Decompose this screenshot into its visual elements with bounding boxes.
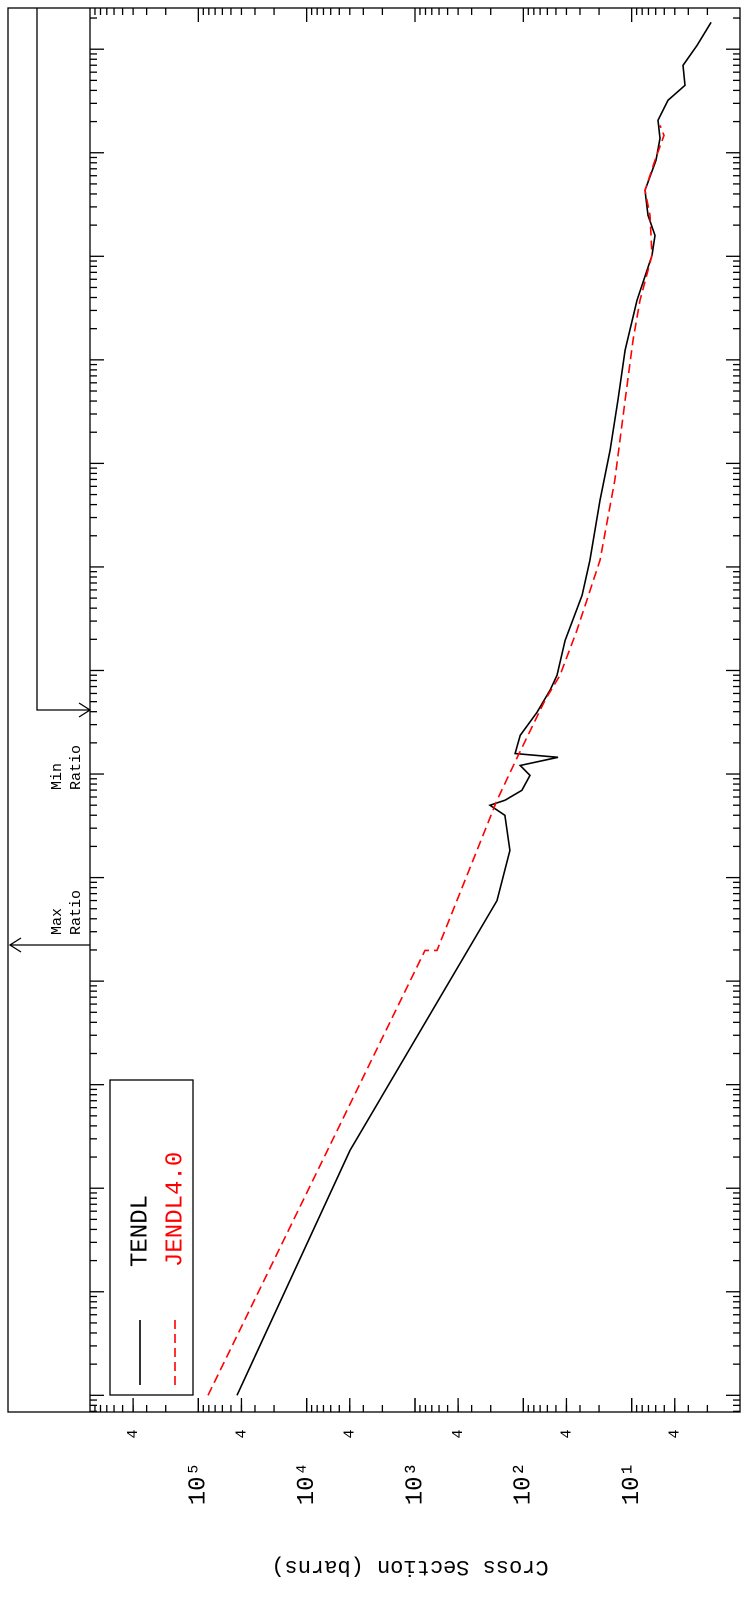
max-ratio-arrowhead: [8, 937, 22, 953]
series-line: [207, 125, 665, 1396]
y-tick-label: 4: [342, 1429, 359, 1438]
annotation: Ratio: [68, 890, 85, 935]
legend-label: TENDL: [127, 1195, 154, 1267]
legend-label: JENDL4.0: [162, 1152, 189, 1267]
rotated-plot: Cross Section (barns) Max Ratio Min Rati…: [7, 7, 741, 1579]
annotation: Ratio: [68, 745, 85, 790]
series-line: [236, 21, 712, 1396]
y-tick-label: 4: [667, 1429, 684, 1438]
annotation: Min: [49, 763, 66, 790]
y-tick-label: 4: [558, 1429, 575, 1438]
legend-box: [109, 1079, 194, 1396]
min-ratio-arrow: [36, 8, 90, 711]
min-ratio-arrowhead: [78, 702, 92, 718]
y-tick-label: 4: [125, 1429, 142, 1438]
y-tick-label: 10⁴: [294, 1462, 321, 1505]
y-tick-label: 10³: [402, 1462, 429, 1505]
y-tick-label: 10¹: [619, 1462, 646, 1505]
frame: [7, 7, 741, 1413]
y-tick-label: 10²: [511, 1462, 538, 1505]
y-axis-label: Cross Section (barns): [271, 1554, 548, 1579]
annotation: Max: [49, 908, 66, 935]
y-tick-label: 4: [233, 1429, 250, 1438]
y-tick-label: 10⁵: [186, 1462, 213, 1505]
y-tick-label: 4: [450, 1429, 467, 1438]
